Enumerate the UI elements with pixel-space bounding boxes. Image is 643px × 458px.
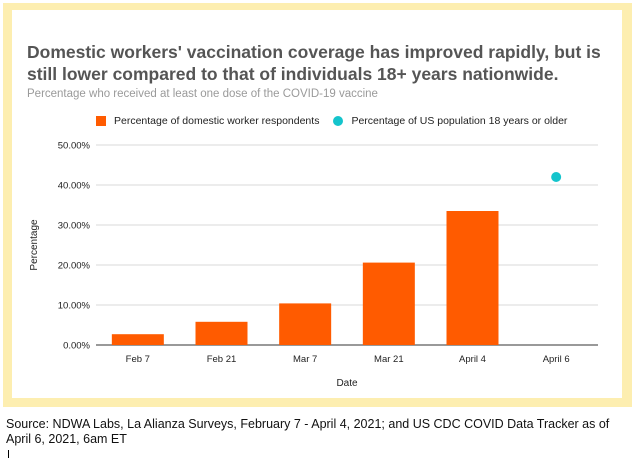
source-note: Source: NDWA Labs, La Alianza Surveys, F… (6, 417, 610, 446)
y-tick-label: 10.00% (58, 301, 91, 312)
x-tick-label: Mar 21 (374, 354, 404, 365)
chart-subtitle: Percentage who received at least one dos… (27, 88, 378, 100)
legend-label-domestic-workers: Percentage of domestic worker respondent… (114, 115, 320, 127)
x-tick-label: April 4 (459, 354, 486, 365)
y-tick-label: 40.00% (58, 181, 91, 192)
x-axis-title: Date (336, 378, 358, 389)
y-tick-label: 30.00% (58, 221, 91, 232)
bar (362, 262, 415, 345)
x-tick-label: Mar 7 (293, 354, 317, 365)
bar (279, 303, 332, 345)
bar (195, 321, 248, 345)
y-tick-label: 0.00% (63, 341, 90, 352)
bar (446, 211, 499, 345)
x-tick-label: Feb 21 (207, 354, 237, 365)
x-tick-label: April 6 (543, 354, 570, 365)
y-tick-label: 50.00% (58, 141, 91, 152)
legend-label-us-population: Percentage of US population 18 years or … (351, 115, 568, 127)
legend-swatch-bar (96, 116, 106, 126)
data-point (551, 172, 562, 182)
legend-swatch-dot (333, 116, 344, 126)
chart-title: Domestic workers' vaccination coverage h… (27, 42, 601, 84)
y-tick-label: 20.00% (58, 261, 91, 272)
text-cursor (8, 450, 9, 458)
x-tick-label: Feb 7 (126, 354, 150, 365)
bar (111, 334, 164, 345)
chart-legend: Percentage of domestic worker respondent… (96, 115, 567, 127)
y-axis-title: Percentage (29, 219, 40, 271)
